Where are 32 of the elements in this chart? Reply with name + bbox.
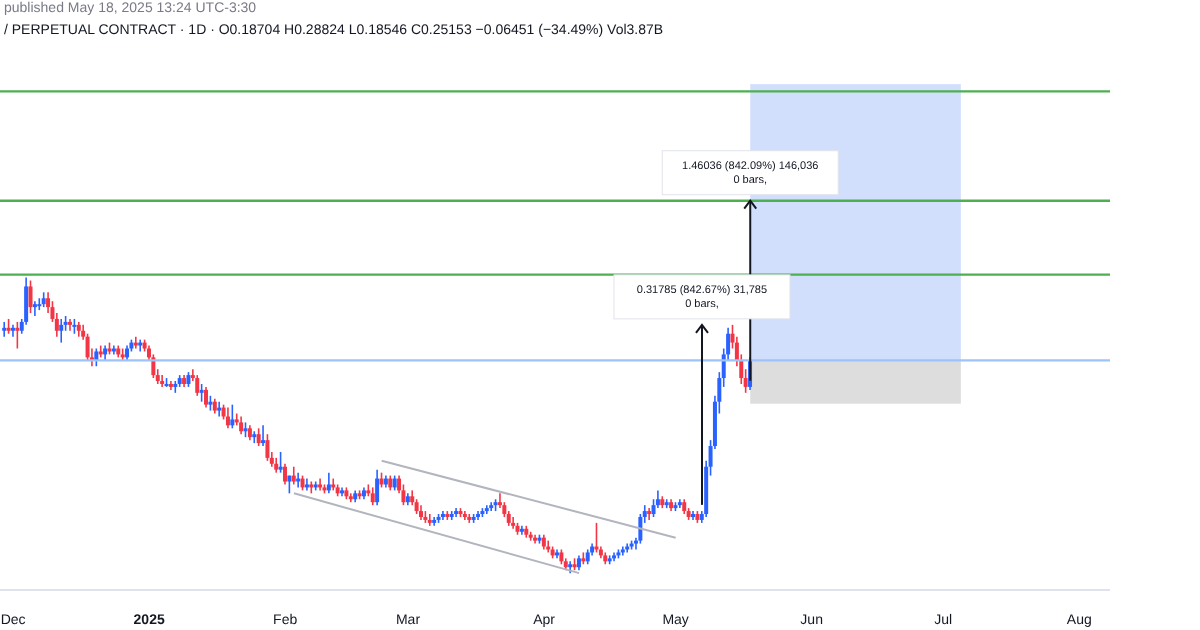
- candlestick: [265, 433, 270, 462]
- candlestick: [195, 374, 200, 397]
- candlestick: [296, 471, 301, 489]
- candlestick: [2, 321, 7, 338]
- candlestick: [217, 400, 222, 418]
- candlestick: [204, 386, 209, 409]
- candlestick: [10, 324, 15, 338]
- candlestick: [15, 321, 20, 350]
- candlestick: [278, 451, 283, 474]
- candlestick: [32, 300, 37, 317]
- candlestick: [282, 462, 287, 486]
- candlestick: [85, 332, 90, 362]
- candlestick: [133, 335, 138, 350]
- candlestick: [427, 513, 432, 527]
- candlestick: [326, 471, 331, 495]
- candlestick: [225, 406, 230, 430]
- candlestick: [375, 468, 380, 506]
- candlestick: [230, 403, 235, 430]
- candlestick: [647, 507, 652, 521]
- candlestick: [28, 279, 33, 314]
- candlestick: [511, 516, 516, 530]
- candlestick: [401, 483, 406, 506]
- candlestick: [497, 492, 502, 509]
- candlestick: [638, 513, 643, 545]
- candlestick: [59, 318, 64, 344]
- candlestick: [24, 276, 29, 326]
- candlestick: [160, 374, 165, 388]
- candlestick: [46, 291, 51, 314]
- candlestick: [252, 430, 257, 444]
- candlestick: [68, 318, 72, 332]
- candlestick: [37, 297, 42, 311]
- candlestick: [261, 424, 266, 447]
